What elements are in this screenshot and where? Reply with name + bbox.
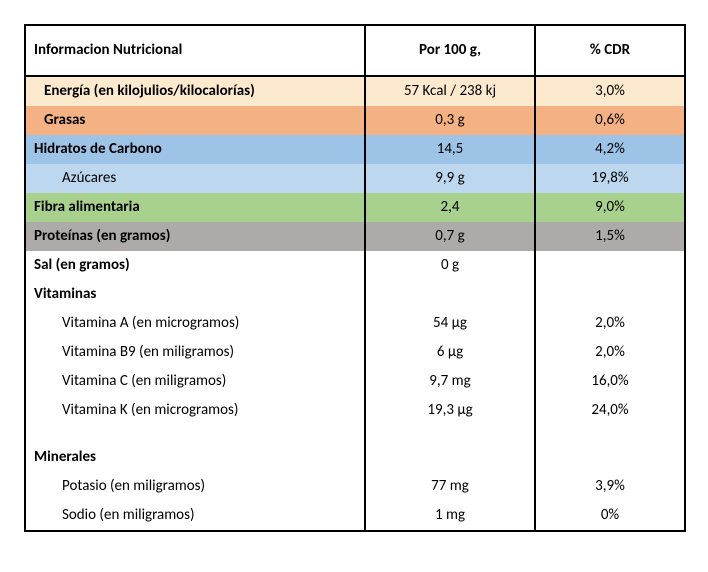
row-label: Vitaminas <box>25 280 365 309</box>
table-row: Vitaminas <box>25 280 685 309</box>
row-label: Hidratos de Carbono <box>25 135 365 164</box>
row-cdr: 24,0% <box>535 396 685 425</box>
row-value: 0 g <box>365 251 535 280</box>
row-label: Vitamina K (en microgramos) <box>25 396 365 425</box>
spacer-cell <box>365 425 535 443</box>
row-cdr: 3,9% <box>535 472 685 501</box>
row-label: Minerales <box>25 443 365 472</box>
row-cdr: 3,0% <box>535 76 685 106</box>
row-cdr <box>535 443 685 472</box>
row-label: Potasio (en miligramos) <box>25 472 365 501</box>
row-label: Proteínas (en gramos) <box>25 222 365 251</box>
row-cdr: 1,5% <box>535 222 685 251</box>
row-value: 6 µg <box>365 338 535 367</box>
row-value: 19,3 µg <box>365 396 535 425</box>
row-value: 9,7 mg <box>365 367 535 396</box>
table-row: Proteínas (en gramos)0,7 g1,5% <box>25 222 685 251</box>
row-value: 77 mg <box>365 472 535 501</box>
row-label: Fibra alimentaria <box>25 193 365 222</box>
table-body: Energía (en kilojulios/kilocalorías)57 K… <box>25 76 685 531</box>
row-value <box>365 443 535 472</box>
row-cdr: 4,2% <box>535 135 685 164</box>
row-label: Azúcares <box>25 164 365 193</box>
row-value: 54 µg <box>365 309 535 338</box>
spacer-cell <box>25 425 365 443</box>
table-row: Energía (en kilojulios/kilocalorías)57 K… <box>25 76 685 106</box>
spacer-cell <box>535 425 685 443</box>
row-label: Sodio (en miligramos) <box>25 501 365 531</box>
spacer-row <box>25 425 685 443</box>
row-value: 0,3 g <box>365 106 535 135</box>
table-row: Sodio (en miligramos)1 mg0% <box>25 501 685 531</box>
row-label: Grasas <box>25 106 365 135</box>
row-cdr: 9,0% <box>535 193 685 222</box>
row-label: Vitamina B9 (en miligramos) <box>25 338 365 367</box>
table-row: Hidratos de Carbono14,54,2% <box>25 135 685 164</box>
row-cdr: 19,8% <box>535 164 685 193</box>
nutrition-table: Informacion Nutricional Por 100 g, % CDR… <box>24 24 686 532</box>
table-header-row: Informacion Nutricional Por 100 g, % CDR <box>25 25 685 76</box>
row-value <box>365 280 535 309</box>
row-value: 2,4 <box>365 193 535 222</box>
row-value: 57 Kcal / 238 kj <box>365 76 535 106</box>
row-value: 14,5 <box>365 135 535 164</box>
table-row: Azúcares9,9 g19,8% <box>25 164 685 193</box>
row-label: Energía (en kilojulios/kilocalorías) <box>25 76 365 106</box>
table-row: Potasio (en miligramos)77 mg3,9% <box>25 472 685 501</box>
header-title: Informacion Nutricional <box>25 25 365 76</box>
row-cdr: 2,0% <box>535 338 685 367</box>
table-row: Vitamina A (en microgramos)54 µg2,0% <box>25 309 685 338</box>
row-value: 9,9 g <box>365 164 535 193</box>
table-row: Sal (en gramos)0 g <box>25 251 685 280</box>
row-cdr <box>535 280 685 309</box>
row-label: Vitamina C (en miligramos) <box>25 367 365 396</box>
table-row: Vitamina C (en miligramos)9,7 mg16,0% <box>25 367 685 396</box>
row-cdr <box>535 251 685 280</box>
header-col2: Por 100 g, <box>365 25 535 76</box>
table-row: Minerales <box>25 443 685 472</box>
row-label: Vitamina A (en microgramos) <box>25 309 365 338</box>
row-cdr: 0,6% <box>535 106 685 135</box>
row-value: 0,7 g <box>365 222 535 251</box>
table-row: Vitamina B9 (en miligramos)6 µg2,0% <box>25 338 685 367</box>
row-cdr: 2,0% <box>535 309 685 338</box>
row-cdr: 0% <box>535 501 685 531</box>
table-row: Fibra alimentaria2,49,0% <box>25 193 685 222</box>
header-col3: % CDR <box>535 25 685 76</box>
row-label: Sal (en gramos) <box>25 251 365 280</box>
row-value: 1 mg <box>365 501 535 531</box>
table-row: Vitamina K (en microgramos)19,3 µg24,0% <box>25 396 685 425</box>
row-cdr: 16,0% <box>535 367 685 396</box>
table-row: Grasas0,3 g0,6% <box>25 106 685 135</box>
